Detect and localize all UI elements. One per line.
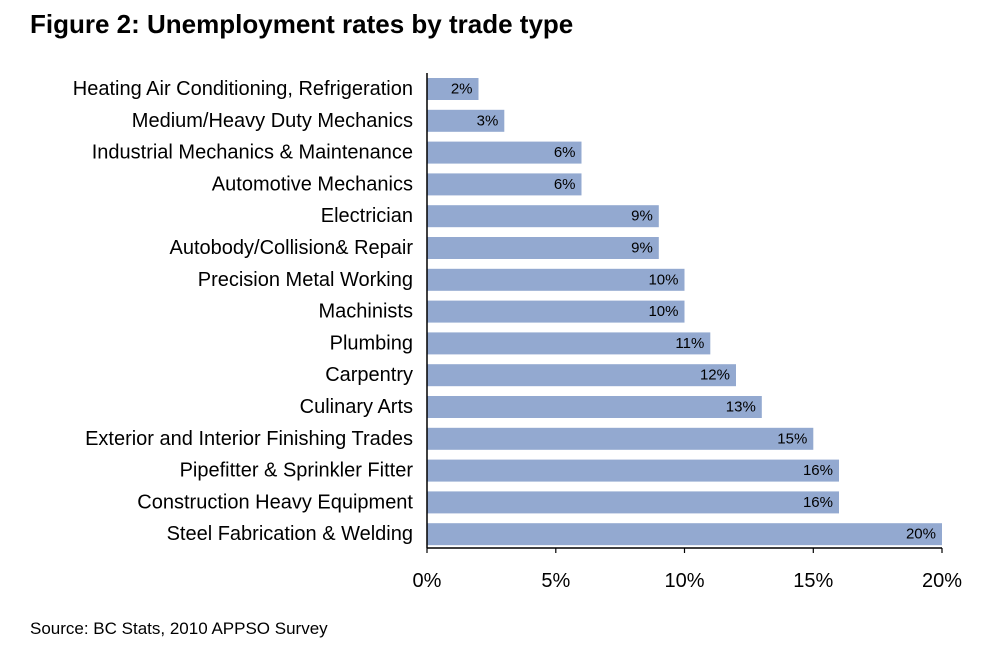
x-tick-label: 5% bbox=[541, 570, 570, 592]
category-label: Carpentry bbox=[325, 364, 413, 386]
category-labels: Heating Air Conditioning, Refrigeration M… bbox=[73, 78, 414, 545]
category-label: Exterior and Interior Finishing Trades bbox=[85, 428, 413, 450]
value-label: 13% bbox=[726, 399, 756, 416]
bars-group bbox=[427, 78, 942, 546]
category-label: Autobody/Collision& Repair bbox=[170, 237, 414, 259]
x-tick-label: 20% bbox=[922, 570, 962, 592]
x-tick-labels: 0% 5% 10% 15% 20% bbox=[413, 570, 963, 592]
bar bbox=[427, 332, 711, 355]
value-label: 20% bbox=[906, 526, 936, 543]
value-label: 16% bbox=[803, 494, 833, 511]
bar bbox=[427, 268, 685, 291]
x-tick-label: 15% bbox=[793, 570, 833, 592]
bar bbox=[427, 78, 479, 100]
category-label: Culinary Arts bbox=[300, 396, 413, 418]
value-label: 16% bbox=[803, 462, 833, 479]
category-label: Pipefitter & Sprinkler Fitter bbox=[180, 460, 414, 482]
bar bbox=[427, 523, 942, 546]
bar bbox=[427, 459, 839, 482]
value-label: 10% bbox=[648, 303, 678, 320]
category-label: Electrician bbox=[321, 205, 413, 227]
value-label: 3% bbox=[477, 112, 499, 129]
bar bbox=[427, 300, 685, 323]
category-label: Industrial Mechanics & Maintenance bbox=[92, 142, 413, 164]
value-labels: 2%3% 6% 6% 9% 9% 10% 10% 11% 12% 13% 15% 16% 16% 20% bbox=[451, 81, 936, 543]
category-label: Construction Heavy Equipment bbox=[137, 491, 413, 513]
bar bbox=[427, 173, 582, 196]
x-tick-label: 10% bbox=[664, 570, 704, 592]
bar bbox=[427, 237, 659, 259]
bar bbox=[427, 141, 582, 164]
value-label: 15% bbox=[777, 430, 807, 447]
category-label: Automotive Mechanics bbox=[212, 173, 413, 195]
value-label: 9% bbox=[631, 208, 653, 225]
bar bbox=[427, 364, 736, 387]
category-label: Precision Metal Working bbox=[198, 269, 413, 291]
x-tick-label: 0% bbox=[413, 570, 442, 592]
category-label: Machinists bbox=[319, 301, 413, 323]
bar bbox=[427, 109, 505, 132]
value-label: 6% bbox=[554, 144, 576, 161]
category-label: Medium/Heavy Duty Mechanics bbox=[132, 110, 413, 132]
category-label: Plumbing bbox=[330, 332, 413, 354]
chart-title: Figure 2: Unemployment rates by trade ty… bbox=[30, 9, 574, 39]
bar bbox=[427, 205, 659, 228]
axes bbox=[426, 73, 943, 553]
source-note: Source: BC Stats, 2010 APPSO Survey bbox=[30, 619, 328, 638]
value-label: 9% bbox=[631, 240, 653, 257]
value-label: 10% bbox=[648, 271, 678, 288]
value-label: 2% bbox=[451, 81, 473, 98]
value-label: 11% bbox=[675, 335, 704, 352]
category-label: Steel Fabrication & Welding bbox=[167, 523, 413, 545]
value-label: 12% bbox=[700, 367, 730, 384]
value-label: 6% bbox=[554, 176, 576, 193]
category-label: Heating Air Conditioning, Refrigeration bbox=[73, 78, 413, 100]
bar bbox=[427, 427, 814, 450]
bar bbox=[427, 491, 839, 514]
bar bbox=[427, 396, 762, 418]
